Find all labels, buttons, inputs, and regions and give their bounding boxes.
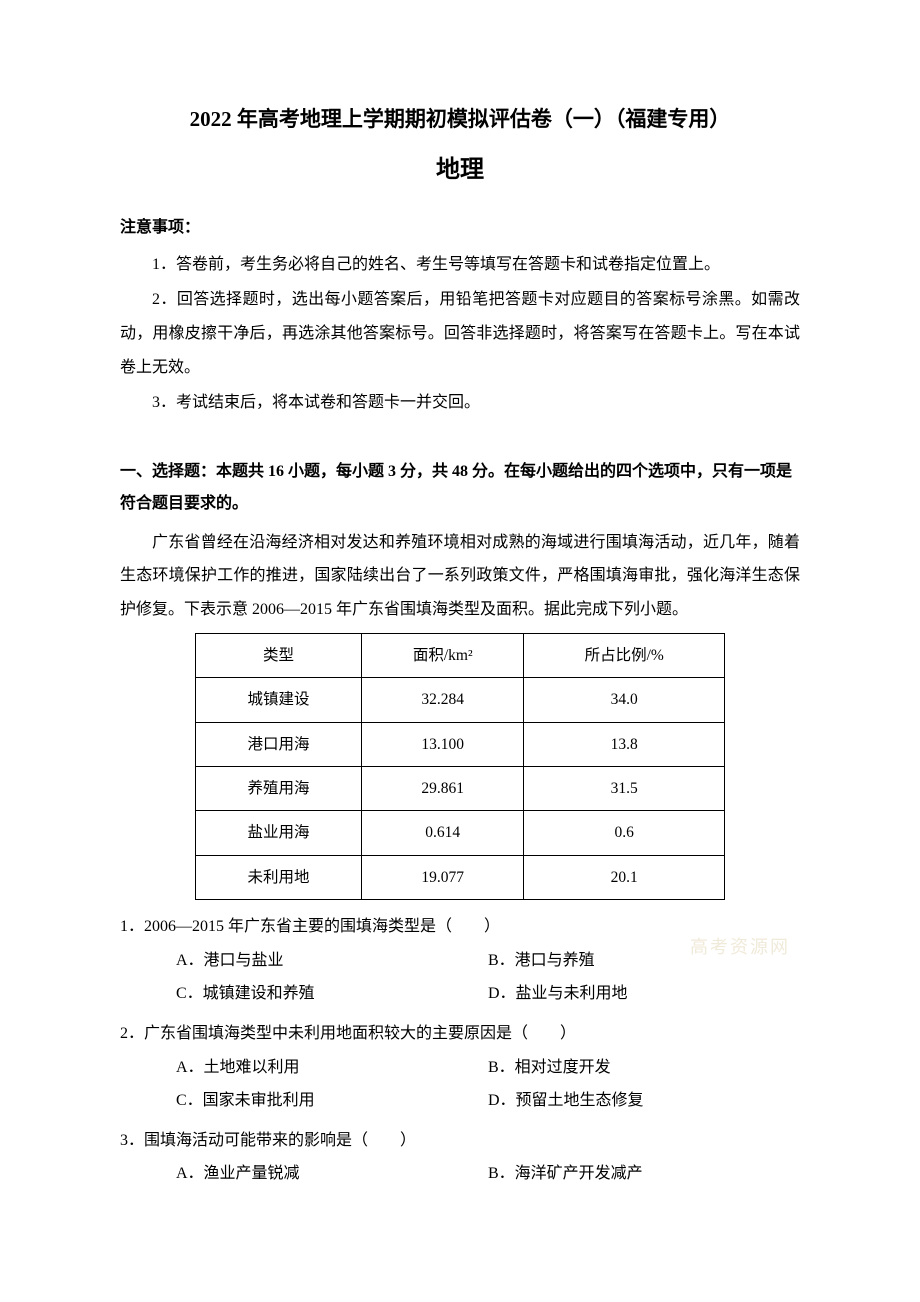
- table-header-cell: 面积/km²: [362, 633, 524, 677]
- table-cell: 港口用海: [195, 722, 361, 766]
- table-cell: 城镇建设: [195, 678, 361, 722]
- option: A．渔业产量锐减: [176, 1157, 488, 1191]
- options-row: A．港口与盐业 B．港口与养殖: [120, 944, 800, 978]
- table-header-cell: 所占比例/%: [524, 633, 725, 677]
- option: C．国家未审批利用: [176, 1084, 488, 1118]
- options-row: C．城镇建设和养殖 D．盐业与未利用地: [120, 977, 800, 1011]
- table-row: 港口用海 13.100 13.8: [195, 722, 724, 766]
- table-cell: 20.1: [524, 855, 725, 899]
- option: B．海洋矿产开发减产: [488, 1157, 800, 1191]
- notice-header: 注意事项：: [120, 213, 800, 243]
- passage-text: 广东省曾经在沿海经济相对发达和养殖环境相对成熟的海域进行围填海活动，近几年，随着…: [120, 526, 800, 627]
- options-row: C．国家未审批利用 D．预留土地生态修复: [120, 1084, 800, 1118]
- table-row: 未利用地 19.077 20.1: [195, 855, 724, 899]
- option: D．预留土地生态修复: [488, 1084, 800, 1118]
- table-cell: 0.614: [362, 811, 524, 855]
- question-stem: 1．2006—2015 年广东省主要的围填海类型是（ ）: [120, 910, 800, 944]
- table-cell: 32.284: [362, 678, 524, 722]
- table-cell: 34.0: [524, 678, 725, 722]
- table-header-row: 类型 面积/km² 所占比例/%: [195, 633, 724, 677]
- table-row: 盐业用海 0.614 0.6: [195, 811, 724, 855]
- table-cell: 未利用地: [195, 855, 361, 899]
- options-row: A．渔业产量锐减 B．海洋矿产开发减产: [120, 1157, 800, 1191]
- options-row: A．土地难以利用 B．相对过度开发: [120, 1051, 800, 1085]
- question-stem: 2．广东省围填海类型中未利用地面积较大的主要原因是（ ）: [120, 1017, 800, 1051]
- table-header-cell: 类型: [195, 633, 361, 677]
- question-stem: 3．围填海活动可能带来的影响是（ ）: [120, 1124, 800, 1158]
- table-cell: 31.5: [524, 766, 725, 810]
- option: B．港口与养殖: [488, 944, 800, 978]
- option: A．土地难以利用: [176, 1051, 488, 1085]
- table-cell: 29.861: [362, 766, 524, 810]
- table-cell: 13.8: [524, 722, 725, 766]
- option: C．城镇建设和养殖: [176, 977, 488, 1011]
- table-row: 养殖用海 29.861 31.5: [195, 766, 724, 810]
- option: D．盐业与未利用地: [488, 977, 800, 1011]
- notice-item: 2．回答选择题时，选出每小题答案后，用铅笔把答题卡对应题目的答案标号涂黑。如需改…: [120, 283, 800, 384]
- subject-title: 地理: [120, 148, 800, 194]
- table-cell: 养殖用海: [195, 766, 361, 810]
- table-cell: 19.077: [362, 855, 524, 899]
- option: A．港口与盐业: [176, 944, 488, 978]
- table-row: 城镇建设 32.284 34.0: [195, 678, 724, 722]
- data-table: 类型 面积/km² 所占比例/% 城镇建设 32.284 34.0 港口用海 1…: [195, 633, 725, 901]
- notice-item: 1．答卷前，考生务必将自己的姓名、考生号等填写在答题卡和试卷指定位置上。: [120, 248, 800, 282]
- exam-title: 2022 年高考地理上学期期初模拟评估卷（一）（福建专用）: [120, 100, 800, 140]
- table-cell: 盐业用海: [195, 811, 361, 855]
- table-cell: 0.6: [524, 811, 725, 855]
- notice-item: 3．考试结束后，将本试卷和答题卡一并交回。: [120, 386, 800, 420]
- table-cell: 13.100: [362, 722, 524, 766]
- section-header: 一、选择题：本题共 16 小题，每小题 3 分，共 48 分。在每小题给出的四个…: [120, 456, 800, 520]
- option: B．相对过度开发: [488, 1051, 800, 1085]
